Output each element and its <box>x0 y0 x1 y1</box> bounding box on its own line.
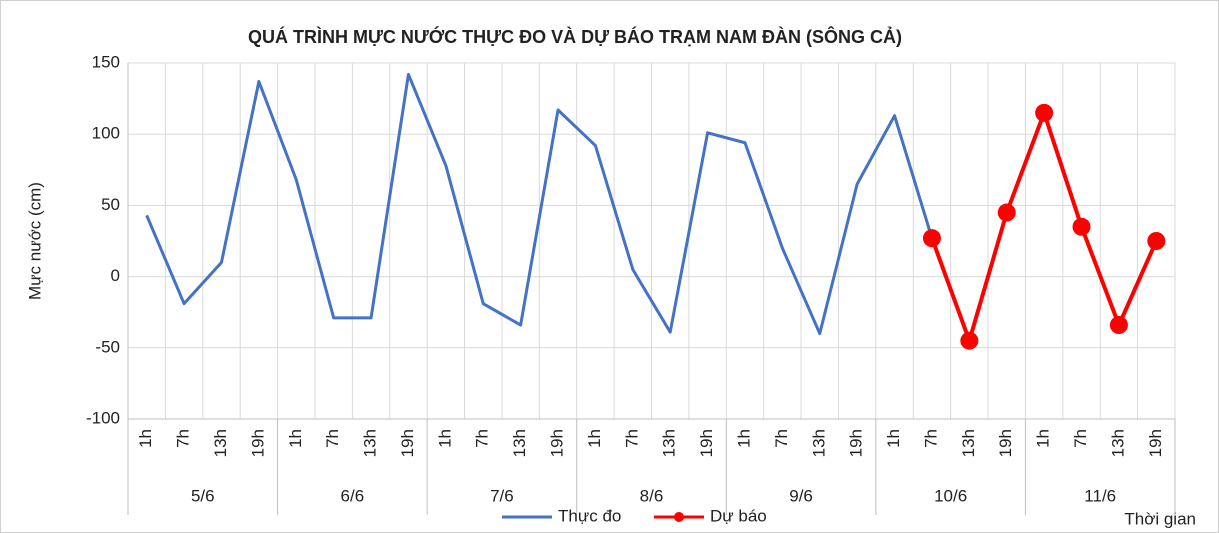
y-tick-label: 0 <box>111 266 120 285</box>
data-point <box>1035 103 1054 122</box>
x-tick-label: 7h <box>921 429 940 448</box>
x-tick-label: 19h <box>248 429 267 457</box>
data-point <box>1109 316 1128 335</box>
x-tick-label: 7h <box>772 429 791 448</box>
x-tick-label: 13h <box>809 429 828 457</box>
x-tick-label: 1h <box>286 429 305 448</box>
legend-label: Dự báo <box>710 506 767 525</box>
x-tick-label: 1h <box>136 429 155 448</box>
x-tick-label: 7h <box>174 429 193 448</box>
x-tick-label: 7h <box>1071 429 1090 448</box>
x-tick-label: 1h <box>585 429 604 448</box>
x-tick-label: 1h <box>435 429 454 448</box>
group-label: 10/6 <box>934 486 967 505</box>
x-axis-label: Thời gian <box>1124 509 1196 528</box>
y-tick-label: -100 <box>86 408 120 427</box>
x-tick-label: 13h <box>211 429 230 457</box>
data-point <box>922 229 941 248</box>
x-tick-label: 13h <box>510 429 529 457</box>
x-tick-label: 19h <box>1146 429 1165 457</box>
group-label: 5/6 <box>191 486 215 505</box>
x-tick-label: 7h <box>323 429 342 448</box>
data-point <box>997 203 1016 222</box>
legend-label: Thực đo <box>558 506 621 525</box>
y-tick-label: -50 <box>95 337 120 356</box>
data-point <box>960 331 979 350</box>
group-label: 11/6 <box>1084 486 1116 505</box>
x-tick-label: 13h <box>1108 429 1127 457</box>
x-tick-label: 13h <box>660 429 679 457</box>
x-tick-label: 19h <box>697 429 716 457</box>
y-tick-label: 150 <box>92 52 120 71</box>
chart-title: QUÁ TRÌNH MỰC NƯỚC THỰC ĐO VÀ DỰ BÁO TRẠ… <box>248 26 902 47</box>
group-label: 7/6 <box>490 486 514 505</box>
y-axis-label: Mực nước (cm) <box>25 182 44 300</box>
series-line <box>145 72 934 336</box>
x-tick-label: 13h <box>959 429 978 457</box>
group-label: 6/6 <box>341 486 365 505</box>
x-tick-label: 1h <box>884 429 903 448</box>
x-tick-label: 19h <box>847 429 866 457</box>
x-tick-label: 1h <box>1034 429 1053 448</box>
y-tick-label: 100 <box>92 124 120 143</box>
x-tick-label: 1h <box>734 429 753 448</box>
x-tick-label: 19h <box>548 429 567 457</box>
group-label: 9/6 <box>789 486 813 505</box>
x-tick-label: 7h <box>622 429 641 448</box>
x-tick-label: 7h <box>473 429 492 448</box>
x-tick-label: 19h <box>996 429 1015 457</box>
x-tick-label: 13h <box>361 429 380 457</box>
data-point <box>1072 217 1091 236</box>
x-tick-label: 19h <box>398 429 417 457</box>
legend-marker <box>674 512 684 522</box>
y-tick-label: 50 <box>101 195 120 214</box>
data-point <box>1147 232 1166 250</box>
group-label: 8/6 <box>640 486 664 505</box>
